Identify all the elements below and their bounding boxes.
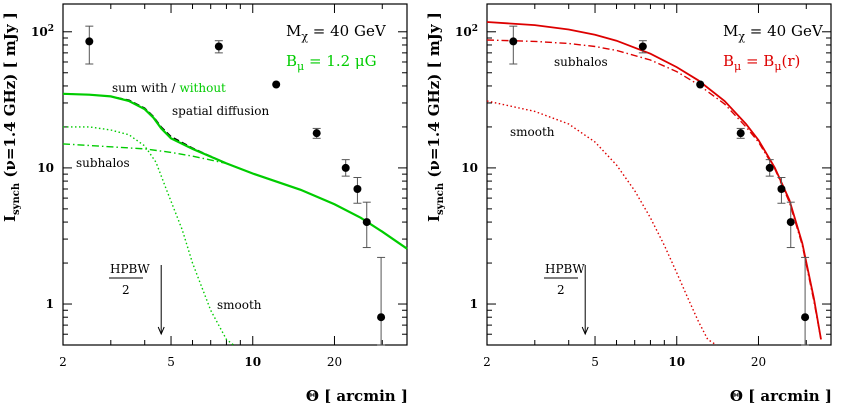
left-data-point — [341, 163, 350, 172]
right-series-smooth — [486, 100, 717, 346]
right-ytick-label: 1 — [470, 297, 478, 311]
right-mass-label: Mχ = 40 GeV — [723, 22, 824, 43]
right-data-point — [638, 42, 647, 51]
sum-with-label: sum with / without — [112, 81, 226, 95]
left-data-point — [312, 129, 321, 138]
left-data-point — [353, 184, 362, 193]
left-ytick-label: 10 — [37, 161, 54, 175]
left-field-label: Bμ = 1.2 μG — [286, 52, 377, 73]
right-xtick-label: 10 — [668, 355, 685, 369]
left-xlabel: Θ [ arcmin ] — [306, 387, 408, 405]
right-xtick-label: 20 — [751, 355, 766, 369]
left-points-layer — [85, 25, 386, 346]
right-data-point — [777, 184, 786, 193]
left-series-smooth — [63, 126, 235, 346]
right-xlabel: Θ [ arcmin ] — [730, 387, 832, 405]
right-hpbw-arrow-head — [581, 326, 589, 336]
right-series-sum — [486, 21, 822, 340]
left-mass-label: Mχ = 40 GeV — [286, 22, 387, 43]
left-ytick-label: 1 — [46, 297, 54, 311]
right-hpbw-arrow — [581, 265, 589, 336]
right-data-point — [509, 37, 518, 46]
right-ylabel: Isynch (ν=1.4 GHz) [ mJy ] — [425, 12, 446, 222]
left-data-point — [214, 42, 223, 51]
left-data-point — [272, 80, 281, 89]
right-xtick-label: 2 — [483, 355, 491, 369]
left-data-point — [377, 313, 386, 322]
right-data-point — [801, 313, 810, 322]
left-ytick-label: 102 — [31, 24, 54, 39]
right-data-point — [736, 129, 745, 138]
left-xtick-label: 10 — [244, 355, 261, 369]
spatial-diffusion-label: spatial diffusion — [172, 104, 269, 118]
right-hpbw-den: 2 — [557, 283, 565, 297]
left-ylabel: Isynch (ν=1.4 GHz) [ mJy ] — [1, 12, 22, 222]
left-series-subhalos — [62, 143, 408, 250]
right-data-point — [696, 80, 705, 89]
left-hpbw-num: HPBW — [110, 262, 150, 276]
right-data-point — [765, 163, 774, 172]
right-hpbw-num: HPBW — [545, 262, 585, 276]
right-series-layer — [486, 21, 822, 346]
right-ticks: 2 5 10 20 1 10 102 — [455, 4, 831, 369]
right-field-label: Bμ = Bμ(r) — [723, 52, 800, 73]
left-data-point — [362, 218, 371, 227]
left-xtick-label: 5 — [167, 355, 175, 369]
left-hpbw-den: 2 — [122, 283, 130, 297]
left-series-layer — [62, 92, 408, 346]
left-hpbw-arrow-head — [157, 326, 165, 336]
right-points-layer — [509, 25, 810, 346]
left-hpbw-arrow — [157, 265, 165, 336]
right-xtick-label: 5 — [591, 355, 599, 369]
right-ytick-label: 10 — [461, 161, 478, 175]
left-smooth-label: smooth — [217, 298, 262, 312]
left-ticks: 2 5 10 20 1 10 102 — [31, 4, 407, 369]
right-ytick-label: 102 — [455, 24, 478, 39]
right-subhalos-label: subhalos — [554, 55, 608, 69]
left-xtick-label: 2 — [59, 355, 67, 369]
right-series-subhalos — [486, 39, 822, 340]
right-data-point — [786, 218, 795, 227]
right-plot-frame — [486, 3, 832, 346]
left-subhalos-label: subhalos — [76, 156, 130, 170]
left-xtick-label: 20 — [327, 355, 342, 369]
left-data-point — [85, 37, 94, 46]
right-smooth-label: smooth — [510, 125, 555, 139]
